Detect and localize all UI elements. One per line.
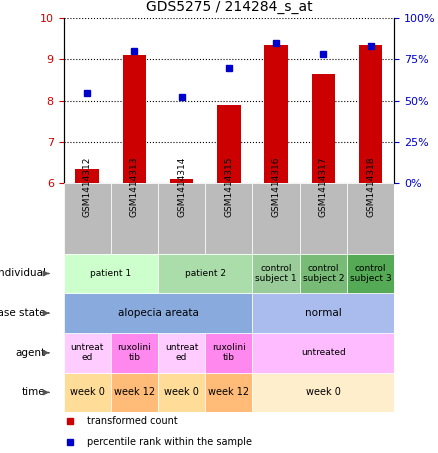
Text: GSM1414314: GSM1414314 xyxy=(177,157,186,217)
Bar xyxy=(300,183,347,254)
Text: untreat
ed: untreat ed xyxy=(71,343,104,362)
Text: GSM1414316: GSM1414316 xyxy=(272,157,281,217)
Bar xyxy=(252,183,300,254)
FancyBboxPatch shape xyxy=(64,372,111,412)
Text: ruxolini
tib: ruxolini tib xyxy=(212,343,246,362)
FancyBboxPatch shape xyxy=(252,333,394,372)
FancyBboxPatch shape xyxy=(158,333,205,372)
Text: time: time xyxy=(22,387,46,397)
Title: GDS5275 / 214284_s_at: GDS5275 / 214284_s_at xyxy=(145,0,312,14)
FancyBboxPatch shape xyxy=(252,254,300,294)
Text: GSM1414318: GSM1414318 xyxy=(366,157,375,217)
Text: alopecia areata: alopecia areata xyxy=(117,308,198,318)
FancyBboxPatch shape xyxy=(111,333,158,372)
Bar xyxy=(264,45,288,183)
FancyBboxPatch shape xyxy=(64,254,158,294)
Bar xyxy=(359,45,382,183)
Text: patient 1: patient 1 xyxy=(90,269,131,278)
Bar xyxy=(64,183,111,254)
Bar xyxy=(158,183,205,254)
Bar xyxy=(205,183,252,254)
Text: agent: agent xyxy=(16,348,46,358)
Text: untreated: untreated xyxy=(301,348,346,357)
FancyBboxPatch shape xyxy=(252,294,394,333)
Text: week 0: week 0 xyxy=(70,387,105,397)
FancyBboxPatch shape xyxy=(205,333,252,372)
Text: week 12: week 12 xyxy=(208,387,249,397)
Bar xyxy=(170,179,194,183)
Text: individual: individual xyxy=(0,269,46,279)
Bar xyxy=(311,74,335,183)
Text: GSM1414315: GSM1414315 xyxy=(224,157,233,217)
FancyBboxPatch shape xyxy=(158,254,252,294)
Text: untreat
ed: untreat ed xyxy=(165,343,198,362)
Text: ruxolini
tib: ruxolini tib xyxy=(117,343,151,362)
Text: week 12: week 12 xyxy=(114,387,155,397)
Bar xyxy=(111,183,158,254)
Text: control
subject 3: control subject 3 xyxy=(350,264,392,283)
FancyBboxPatch shape xyxy=(158,372,205,412)
Bar xyxy=(123,55,146,183)
Bar xyxy=(217,105,240,183)
Text: GSM1414312: GSM1414312 xyxy=(83,157,92,217)
Text: disease state: disease state xyxy=(0,308,46,318)
FancyBboxPatch shape xyxy=(347,254,394,294)
FancyBboxPatch shape xyxy=(252,372,394,412)
FancyBboxPatch shape xyxy=(300,254,347,294)
Bar xyxy=(75,169,99,183)
Text: normal: normal xyxy=(305,308,342,318)
Text: GSM1414313: GSM1414313 xyxy=(130,157,139,217)
FancyBboxPatch shape xyxy=(64,294,252,333)
Text: patient 2: patient 2 xyxy=(185,269,226,278)
FancyBboxPatch shape xyxy=(205,372,252,412)
Text: week 0: week 0 xyxy=(164,387,199,397)
Text: week 0: week 0 xyxy=(306,387,341,397)
Bar xyxy=(347,183,394,254)
Text: transformed count: transformed count xyxy=(87,416,177,426)
Text: GSM1414317: GSM1414317 xyxy=(319,157,328,217)
Text: percentile rank within the sample: percentile rank within the sample xyxy=(87,438,252,448)
FancyBboxPatch shape xyxy=(111,372,158,412)
Text: control
subject 2: control subject 2 xyxy=(303,264,344,283)
Text: control
subject 1: control subject 1 xyxy=(255,264,297,283)
FancyBboxPatch shape xyxy=(64,333,111,372)
